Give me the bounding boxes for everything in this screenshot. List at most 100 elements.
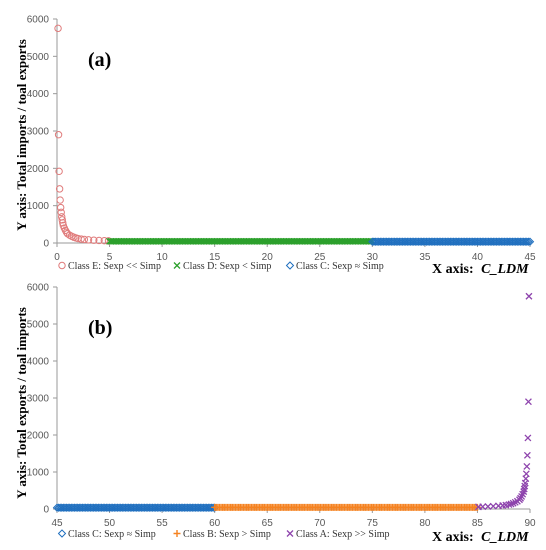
data-point	[507, 500, 515, 508]
data-point	[522, 237, 532, 246]
x-tick-label: 85	[472, 518, 484, 529]
legend-marker	[58, 261, 66, 270]
legend-marker	[286, 530, 294, 537]
panel-a-axes	[56, 19, 530, 244]
data-point	[523, 462, 531, 470]
legend-entry: Class C: Sexp ≈ Simp	[57, 529, 156, 540]
data-point	[58, 216, 66, 224]
series-Class E: Sexp << Simp	[54, 24, 113, 245]
data-point	[80, 235, 89, 244]
x-tick-label: 45	[524, 252, 536, 263]
data-point	[55, 167, 63, 176]
data-point	[84, 236, 93, 244]
x-tick-label: 0	[54, 252, 60, 263]
y-tick-label: 2000	[27, 164, 50, 175]
data-point	[90, 236, 98, 244]
data-point	[505, 501, 513, 509]
x-tick-label: 45	[51, 518, 63, 529]
data-point	[210, 503, 219, 512]
legend-label: Class E: Sexp << Simp	[68, 261, 161, 272]
panel-a-x-axis-label-variable: C_LDM	[481, 262, 529, 277]
panel-a: Y axis: Total imports / toal exports (a)…	[14, 15, 536, 278]
y-tick-label: 3000	[27, 127, 50, 138]
data-point	[95, 236, 103, 245]
x-tick-label: 15	[209, 252, 221, 263]
series-Class B: Sexp > Simp	[211, 503, 481, 511]
panel-b-y-axis-label: Y axis: Total exports / toal imports	[14, 307, 29, 499]
data-point	[100, 236, 109, 245]
panel-a-legend: Class E: Sexp << Simp Class D: Sexp < Sim…	[58, 261, 384, 272]
x-tick-label: 50	[104, 518, 116, 529]
data-point	[54, 131, 63, 139]
x-tick-label: 40	[472, 252, 484, 263]
legend-entry: Class C: Sexp ≈ Simp	[285, 261, 384, 272]
legend-label: Class C: Sexp ≈ Simp	[68, 529, 156, 540]
y-tick-label: 6000	[27, 15, 50, 26]
x-tick-label: 80	[419, 518, 431, 529]
y-tick-label: 5000	[27, 320, 50, 331]
panel-b-x-axis-label: X axis: C_LDM	[432, 530, 529, 545]
data-point	[208, 503, 218, 512]
panel-b: Y axis: Total exports / toal imports (b)…	[14, 283, 536, 546]
y-tick-label: 1000	[27, 201, 50, 212]
x-tick-label: 35	[419, 252, 431, 263]
data-point	[207, 503, 216, 512]
x-tick-label: 30	[367, 252, 379, 263]
legend-label: Class D: Sexp < Simp	[183, 261, 271, 272]
panel-a-label: (a)	[88, 49, 111, 71]
data-point	[484, 503, 492, 510]
panel-a-x-axis-label: X axis: C_LDM	[432, 262, 529, 277]
data-point	[57, 208, 65, 217]
y-tick-label: 0	[43, 239, 49, 250]
data-point	[524, 237, 533, 246]
data-point	[54, 24, 62, 33]
y-tick-label: 6000	[27, 283, 50, 294]
y-tick-label: 4000	[27, 89, 50, 100]
x-tick-label: 20	[262, 252, 274, 263]
legend-entry: Class E: Sexp << Simp	[58, 261, 161, 272]
y-tick-label: 3000	[27, 394, 50, 405]
panel-b-data-marks	[52, 292, 533, 512]
panel-a-y-axis-label: Y axis: Total imports / toal exports	[14, 39, 29, 231]
x-tick-label: 25	[314, 252, 326, 263]
y-tick-label: 1000	[27, 468, 50, 479]
x-tick-label: 60	[209, 518, 221, 529]
data-point	[525, 237, 535, 246]
x-tick-label: 75	[367, 518, 379, 529]
series-Class D: Sexp < Simp	[106, 237, 376, 245]
legend-label: Class B: Sexp > Simp	[183, 529, 271, 540]
y-tick-label: 2000	[27, 431, 50, 442]
panel-b-ticks: 0 1000 2000 3000 4000 5000 6000 45 50 55 60 65 70 75 8…	[27, 283, 536, 530]
data-point	[523, 451, 531, 459]
data-point	[56, 203, 65, 212]
series-Class C: Sexp ≈ Simp	[368, 237, 535, 246]
data-point	[55, 185, 64, 193]
y-tick-label: 0	[43, 505, 49, 516]
data-point	[56, 196, 64, 204]
legend-entry: Class A: Sexp >> Simp	[286, 529, 390, 540]
legend-marker	[285, 261, 295, 270]
y-tick-label: 5000	[27, 52, 50, 63]
data-point	[525, 292, 533, 300]
panel-b-x-axis-label-prefix: X axis:	[432, 530, 477, 545]
legend-marker	[173, 262, 181, 269]
x-tick-label: 55	[157, 518, 169, 529]
legend-label: Class C: Sexp ≈ Simp	[296, 261, 384, 272]
panel-a-x-axis-label-prefix: X axis:	[432, 262, 477, 277]
panel-b-label: (b)	[88, 317, 112, 339]
data-point	[524, 398, 532, 406]
legend-entry: Class D: Sexp < Simp	[173, 261, 271, 272]
series-Class A: Sexp >> Simp	[475, 292, 533, 511]
legend-marker	[173, 530, 181, 537]
data-point	[509, 499, 517, 507]
data-point	[479, 503, 487, 511]
x-tick-label: 5	[107, 252, 113, 263]
data-point	[522, 470, 530, 478]
x-tick-label: 70	[314, 518, 326, 529]
series-Class C: Sexp ≈ Simp	[52, 503, 219, 512]
y-tick-label: 4000	[27, 357, 50, 368]
legend-marker	[57, 529, 67, 538]
legend-entry: Class B: Sexp > Simp	[173, 529, 271, 540]
panel-b-x-axis-label-variable: C_LDM	[481, 530, 529, 545]
data-point	[77, 235, 85, 243]
